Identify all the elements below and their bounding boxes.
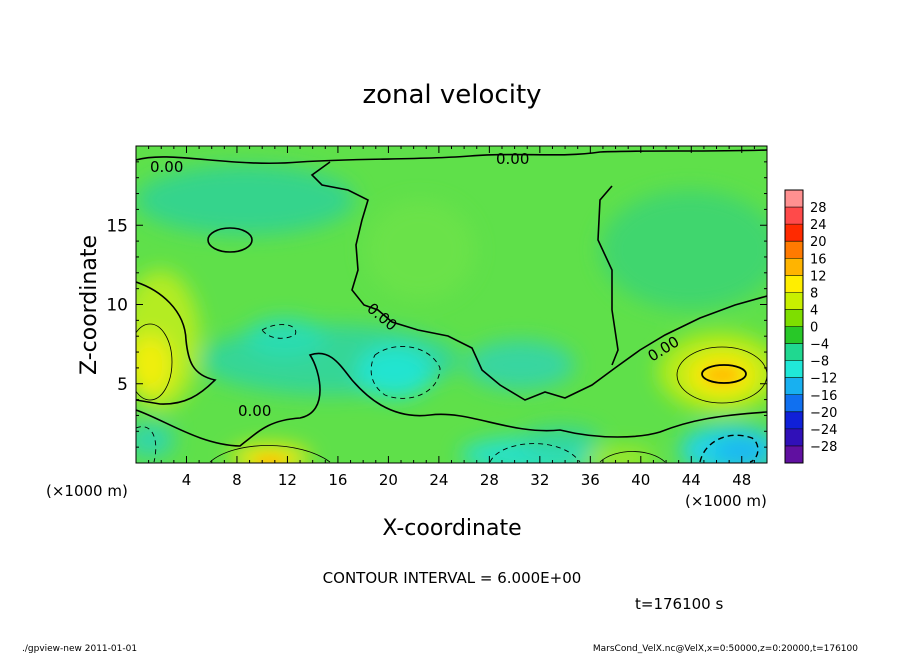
heatmap-cell xyxy=(585,448,655,463)
heatmap-cell xyxy=(465,340,575,390)
colorbar-swatch xyxy=(785,411,803,429)
colorbar-label: −4 xyxy=(810,338,829,353)
colorbar-swatch xyxy=(785,292,803,310)
heatmap-cell xyxy=(600,190,767,310)
x-tick-label: 48 xyxy=(732,471,751,489)
x-unit-label-left: (×1000 m) xyxy=(46,482,128,500)
colorbar-swatch xyxy=(785,428,803,446)
colorbar-label: 20 xyxy=(810,235,827,250)
x-tick-label: 8 xyxy=(232,471,242,489)
chart-title: zonal velocity xyxy=(362,80,541,110)
x-tick-label: 32 xyxy=(530,471,549,489)
heatmap-cell xyxy=(254,456,286,463)
colorbar-label: 16 xyxy=(810,252,827,267)
heatmap-cell xyxy=(365,200,475,300)
x-axis-label: X-coordinate xyxy=(382,516,521,541)
colorbar-label: −16 xyxy=(810,389,837,404)
heatmap-cell xyxy=(230,444,310,463)
x-tick-label: 4 xyxy=(182,471,192,489)
contour-interval-text: CONTOUR INTERVAL = 6.000E+00 xyxy=(323,569,582,587)
colorbar-swatch xyxy=(785,360,803,378)
colorbar-swatch xyxy=(785,309,803,327)
colorbar-swatch xyxy=(785,241,803,259)
contour-zero-west xyxy=(136,281,217,405)
heatmap-cell xyxy=(704,366,740,384)
contour-dashed xyxy=(489,443,581,463)
x-tick-label: 28 xyxy=(480,471,499,489)
heatmap-cell xyxy=(136,335,172,395)
colorbar-label: −24 xyxy=(810,423,837,438)
contour-dashed xyxy=(370,346,441,399)
colorbar-swatch xyxy=(785,445,803,463)
colorbar-swatch xyxy=(785,343,803,361)
colorbar-label: 0 xyxy=(810,321,818,336)
contour-zero-main xyxy=(310,161,767,401)
contour-zero-top xyxy=(136,149,767,165)
colorbar-swatch xyxy=(785,190,803,208)
heatmap-cell xyxy=(245,318,325,358)
colorbar-label: −28 xyxy=(810,440,837,455)
contour-closed xyxy=(207,227,253,253)
contour-zero-bottom xyxy=(136,352,767,447)
colorbar-label: 8 xyxy=(810,286,818,301)
x-tick-label: 24 xyxy=(429,471,448,489)
colorbar-label: 12 xyxy=(810,269,827,284)
time-text: t=176100 s xyxy=(635,595,723,613)
colorbar-label: −8 xyxy=(810,355,829,370)
contour-dashed xyxy=(699,434,759,463)
contour-thin xyxy=(599,451,666,463)
colorbar-swatch xyxy=(785,258,803,276)
x-tick-label: 20 xyxy=(379,471,398,489)
contour-zero-east xyxy=(597,185,619,366)
y-tick-label: 10 xyxy=(106,296,128,316)
heatmap-cell xyxy=(136,422,175,458)
y-tick-label: 15 xyxy=(106,216,128,236)
x-tick-label: 36 xyxy=(581,471,600,489)
colorbar-label: 28 xyxy=(810,201,827,216)
heatmap-cell xyxy=(357,346,433,398)
x-tick-label: 16 xyxy=(328,471,347,489)
colorbar-label: 4 xyxy=(810,303,818,318)
colorbar-label: 24 xyxy=(810,218,827,233)
colorbar-label: −12 xyxy=(810,372,837,387)
plot-area: 0.00 0.00 0.00 0.00 0.00 xyxy=(136,146,767,463)
heatmap-cell xyxy=(136,165,355,235)
contour-closed xyxy=(136,323,173,401)
colorbar-swatch xyxy=(785,394,803,412)
colorbar-swatch xyxy=(785,377,803,395)
contour-label: 0.00 xyxy=(238,402,271,420)
heatmap-cell xyxy=(520,426,600,454)
x-axis: 4 8 12 16 20 24 28 32 36 40 44 48 xyxy=(148,146,755,489)
colorbar-swatch xyxy=(785,224,803,242)
contour-thin xyxy=(209,445,331,463)
contour-label: 0.00 xyxy=(496,150,529,168)
y-axis: 5 10 15 xyxy=(106,161,767,448)
contour-closed xyxy=(676,346,767,404)
heatmap-cell xyxy=(714,436,767,463)
footer-left: ./gpview-new 2011-01-01 xyxy=(22,644,137,654)
x-tick-label: 40 xyxy=(631,471,650,489)
x-tick-label: 12 xyxy=(278,471,297,489)
colorbar-swatch xyxy=(785,207,803,225)
contour-dashed xyxy=(261,324,297,339)
x-tick-label: 44 xyxy=(682,471,701,489)
y-tick-label: 5 xyxy=(117,375,128,395)
colorbar-swatch xyxy=(785,326,803,344)
contour-lines xyxy=(136,149,767,463)
y-axis-label: Z-coordinate xyxy=(77,235,102,375)
contour-dashed xyxy=(136,426,157,463)
colorbar: 28 24 20 16 12 8 4 0 −4 −8 −12 −16 −20 −24 −28 xyxy=(784,189,837,464)
footer-right: MarsCond_VelX.nc@VelX,x=0:50000,z=0:2000… xyxy=(593,644,858,654)
contour-label: 0.00 xyxy=(150,158,183,176)
x-unit-label-right: (×1000 m) xyxy=(685,492,767,510)
colorbar-swatch xyxy=(785,275,803,293)
colorbar-label: −20 xyxy=(810,406,837,421)
contour-closed xyxy=(701,364,747,384)
